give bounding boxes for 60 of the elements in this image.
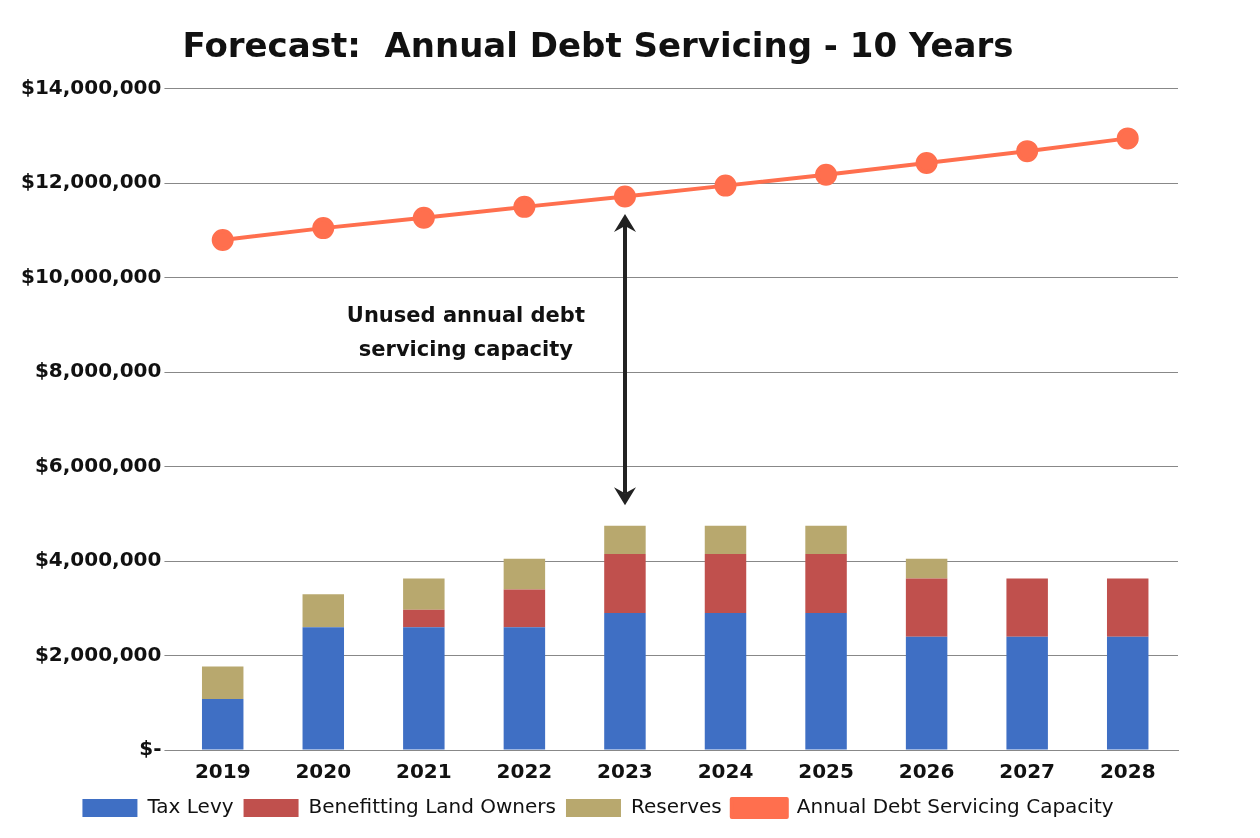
x-tick-label: 2021 — [395, 759, 452, 784]
point — [714, 174, 737, 197]
legend-label: Benefitting Land Owners — [308, 794, 556, 819]
bar — [403, 609, 445, 628]
chart-title: Forecast: Annual Debt Servicing - 10 Years — [182, 25, 1014, 66]
bar — [905, 636, 948, 750]
bar — [905, 578, 948, 637]
point — [211, 228, 234, 251]
bar — [1006, 578, 1048, 637]
bar — [704, 613, 747, 750]
bar — [1106, 636, 1149, 750]
y-tick-label: $- — [139, 736, 162, 761]
y-tick-label: $12,000,000 — [20, 169, 162, 194]
y-tick-label: $2,000,000 — [34, 641, 162, 666]
point — [613, 185, 636, 208]
bar — [604, 554, 646, 614]
x-tick-label: 2020 — [295, 759, 352, 784]
x-tick-label: 2022 — [496, 759, 553, 784]
x-tick-label: 2026 — [898, 759, 955, 784]
bar — [201, 666, 244, 699]
x-tick-label: 2025 — [798, 759, 854, 784]
bar — [805, 613, 847, 750]
bar — [905, 558, 948, 579]
point — [1016, 140, 1039, 163]
bar — [302, 594, 345, 628]
legend-label: Tax Levy — [146, 794, 234, 819]
bar — [503, 589, 546, 628]
point — [412, 206, 435, 229]
bar — [604, 525, 646, 554]
bar — [805, 554, 847, 614]
bar — [403, 578, 445, 610]
point — [815, 163, 838, 186]
y-tick-label: $6,000,000 — [34, 452, 162, 477]
legend-label: Reserves — [630, 794, 722, 819]
point — [513, 195, 536, 218]
x-tick-label: 2024 — [697, 759, 754, 784]
x-tick-label: 2023 — [597, 759, 653, 784]
bar — [704, 554, 747, 614]
legend-label: Annual Debt Servicing Capacity — [796, 794, 1114, 819]
annotation: Unused annual debt servicing capacity — [346, 302, 585, 361]
point — [1116, 127, 1139, 150]
y-tick-label: $10,000,000 — [20, 263, 162, 288]
x-tick-label: 2019 — [194, 759, 251, 784]
bar — [704, 525, 747, 554]
bar — [805, 525, 847, 554]
point — [312, 217, 335, 240]
bar — [302, 627, 345, 750]
x-tick-label: 2028 — [1099, 759, 1156, 784]
bar — [201, 698, 244, 750]
bar — [1006, 636, 1048, 750]
bar — [604, 613, 646, 750]
y-tick-label: $14,000,000 — [20, 75, 162, 99]
bar — [503, 627, 546, 750]
bar — [503, 558, 546, 590]
y-tick-label: $4,000,000 — [34, 547, 162, 572]
y-tick-label: $8,000,000 — [34, 358, 162, 383]
bar — [403, 627, 445, 750]
bar — [1106, 578, 1149, 637]
x-tick-label: 2027 — [999, 759, 1055, 784]
point — [915, 151, 938, 174]
